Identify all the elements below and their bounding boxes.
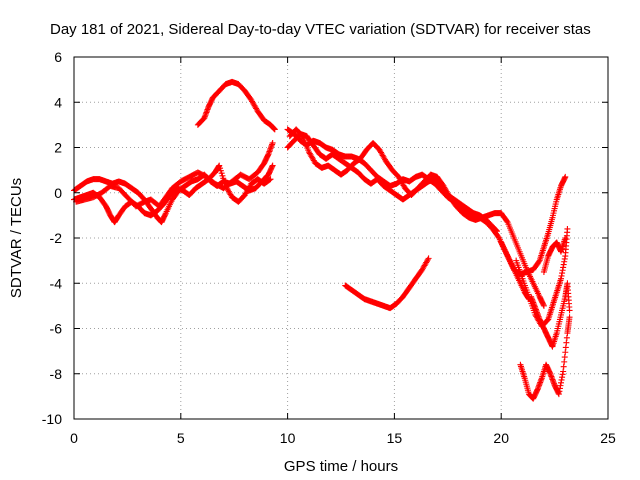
series-track-h — [342, 255, 432, 312]
x-tick-label: 20 — [493, 430, 509, 446]
y-tick-label: -8 — [50, 366, 63, 382]
data-point — [566, 307, 573, 314]
data-point — [424, 256, 431, 263]
x-tick-label: 15 — [387, 430, 403, 446]
data-point — [503, 218, 510, 225]
data-point — [271, 126, 278, 133]
data-point — [562, 235, 569, 241]
data-point — [493, 228, 500, 235]
data-point — [269, 162, 276, 169]
grid-layer — [74, 57, 608, 419]
series-track-d — [194, 78, 278, 133]
series-track-k — [517, 314, 573, 402]
data-point — [540, 302, 547, 309]
y-tick-label: -4 — [50, 275, 63, 291]
series-track-c — [73, 139, 276, 210]
y-tick-label: -2 — [50, 230, 63, 246]
series-track-i — [498, 173, 569, 278]
data-point — [566, 314, 573, 321]
data-point — [564, 225, 571, 232]
y-tick-label: 4 — [54, 94, 62, 110]
x-tick-label: 5 — [177, 430, 185, 446]
y-tick-label: -10 — [42, 411, 62, 427]
chart-title: Day 181 of 2021, Sidereal Day-to-day VTE… — [50, 21, 591, 38]
data-point — [535, 258, 542, 265]
data-point — [425, 255, 432, 262]
data-point — [269, 139, 276, 146]
y-axis-label: SDTVAR / TECUs — [8, 178, 25, 298]
x-tick-label: 25 — [600, 430, 616, 446]
y-tick-label: -6 — [50, 321, 63, 337]
x-axis-label: GPS time / hours — [284, 458, 398, 475]
data-point — [267, 176, 274, 183]
x-tick-label: 0 — [70, 430, 78, 446]
data-point — [562, 173, 569, 180]
x-tick-label: 10 — [280, 430, 296, 446]
y-tick-label: 0 — [54, 185, 62, 201]
series-track-b — [71, 162, 274, 226]
y-tick-label: 6 — [54, 49, 62, 65]
data-point — [266, 176, 273, 183]
y-tick-label: 2 — [54, 140, 62, 156]
series-track-g — [286, 126, 547, 309]
data-points-layer — [71, 78, 573, 402]
axis-layer: 0 5 10 15 20 25 -10 -8 -6 -4 -2 0 2 4 6 — [42, 49, 616, 446]
series-track-l — [528, 280, 573, 350]
series-track-m — [540, 235, 569, 275]
